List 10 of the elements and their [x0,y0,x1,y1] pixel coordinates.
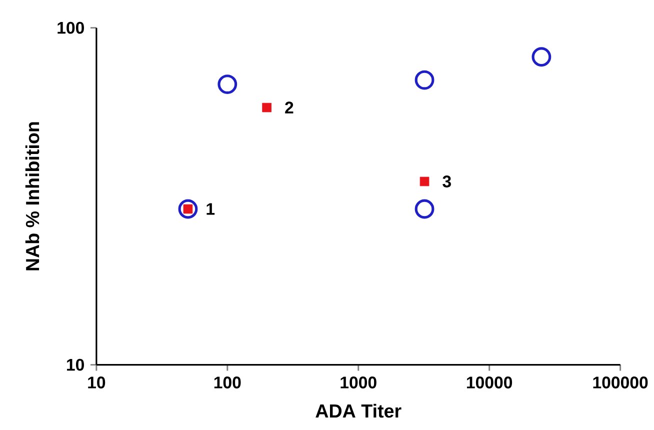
annotation: 2 [285,101,294,114]
x-tick-label: 10 [88,376,106,388]
x-tick-label: 1000 [340,376,376,388]
annotation: 1 [206,202,215,215]
x-tick-label: 100000 [593,376,648,388]
y-axis-title: NAb % Inhibition [25,122,40,270]
annotation: 3 [442,175,451,188]
x-axis-title: ADA Titer [316,404,402,418]
x-tick-label: 10000 [466,376,512,388]
x-tick-label: 100 [214,376,241,388]
